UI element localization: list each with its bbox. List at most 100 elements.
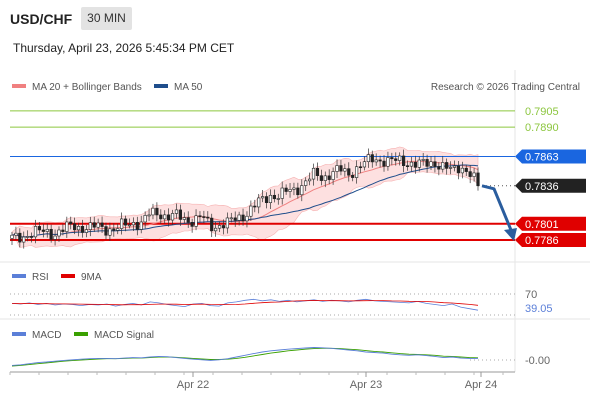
candle	[174, 203, 179, 219]
candle	[229, 212, 233, 223]
candle	[151, 203, 155, 220]
candle-body	[139, 221, 143, 230]
level-tag-0-7801	[515, 216, 586, 231]
candle	[311, 163, 316, 186]
candle-body	[394, 158, 398, 161]
candle-body	[14, 232, 18, 236]
candle	[331, 167, 335, 185]
candle-body	[378, 159, 382, 162]
candle	[261, 190, 265, 203]
candle	[257, 193, 261, 214]
candle-body	[351, 174, 355, 178]
forecast-arrow-shaft	[481, 184, 513, 231]
candle-body	[331, 171, 335, 180]
candle	[448, 161, 453, 175]
candle	[268, 189, 273, 210]
ma50-line	[11, 164, 479, 238]
macd-signal-legend-swatch	[74, 332, 88, 336]
candle	[437, 162, 441, 176]
x-tick-label: Apr 23	[350, 379, 382, 391]
candle-body	[123, 218, 128, 226]
candle	[41, 224, 45, 238]
candle	[186, 211, 190, 228]
candle	[315, 162, 320, 181]
candle	[378, 155, 382, 168]
candle-body	[88, 222, 92, 230]
candle	[249, 200, 253, 221]
candle-body	[460, 167, 464, 174]
candle-body	[358, 166, 363, 169]
candle-body	[288, 189, 292, 192]
candle	[233, 211, 237, 227]
candle	[112, 223, 116, 237]
candle-body	[214, 227, 218, 232]
candle	[100, 216, 104, 234]
candle	[304, 177, 308, 192]
candle	[264, 192, 269, 209]
candle-body	[276, 198, 280, 200]
candle-body	[143, 215, 147, 223]
candle	[276, 193, 280, 205]
macd-signal-line	[11, 347, 479, 367]
level-tag-0-7863	[515, 149, 586, 164]
candle-body	[178, 209, 182, 220]
candle-body	[417, 159, 421, 168]
candle	[202, 210, 206, 224]
candle-body	[206, 216, 210, 219]
candle-body	[237, 214, 241, 221]
candle-body	[401, 155, 406, 166]
candle	[370, 150, 374, 168]
candle	[84, 225, 89, 238]
candle	[366, 148, 370, 168]
candle	[472, 167, 476, 182]
candle-body	[319, 175, 323, 181]
candle-body	[476, 172, 480, 187]
candle-body	[198, 215, 202, 218]
candle	[355, 160, 359, 184]
candle-body	[284, 187, 288, 192]
candle-body	[26, 236, 30, 238]
candle-body	[33, 226, 38, 238]
candle-body	[292, 187, 296, 190]
candle-body	[202, 216, 206, 218]
candle-body	[210, 217, 214, 232]
candle-body	[92, 222, 96, 228]
candle	[390, 152, 394, 166]
candle	[253, 199, 257, 213]
candle-body	[272, 194, 276, 200]
candle	[73, 217, 77, 235]
timeframe-button[interactable]: 30 MIN	[81, 7, 132, 30]
candle	[190, 218, 194, 233]
candle-body	[163, 214, 167, 220]
candle	[456, 161, 461, 180]
candle-body	[441, 162, 445, 170]
candle-body	[311, 167, 316, 180]
candle	[429, 155, 433, 170]
candle	[351, 171, 355, 182]
candle	[61, 223, 65, 236]
candle	[45, 223, 49, 238]
candle-body	[112, 228, 116, 231]
candle-body	[398, 155, 402, 161]
candle	[421, 152, 425, 166]
macd-value-label: -0.00	[525, 355, 550, 367]
candle	[131, 217, 135, 232]
candle	[245, 211, 249, 228]
candle	[339, 160, 343, 176]
candle-body	[225, 217, 229, 229]
candle-body	[53, 235, 57, 240]
candle	[241, 208, 245, 226]
candle-body	[280, 187, 284, 199]
candle	[284, 184, 288, 195]
candle-body	[429, 161, 433, 167]
candlesticks	[10, 148, 480, 249]
candle	[362, 156, 367, 171]
candle	[335, 159, 339, 178]
research-credit: Research © 2026 Trading Central	[431, 82, 580, 93]
candle-body	[174, 209, 179, 214]
candle	[33, 219, 38, 244]
level-tag-0-7836	[515, 178, 586, 193]
candle	[405, 160, 410, 171]
candle-body	[186, 217, 190, 223]
